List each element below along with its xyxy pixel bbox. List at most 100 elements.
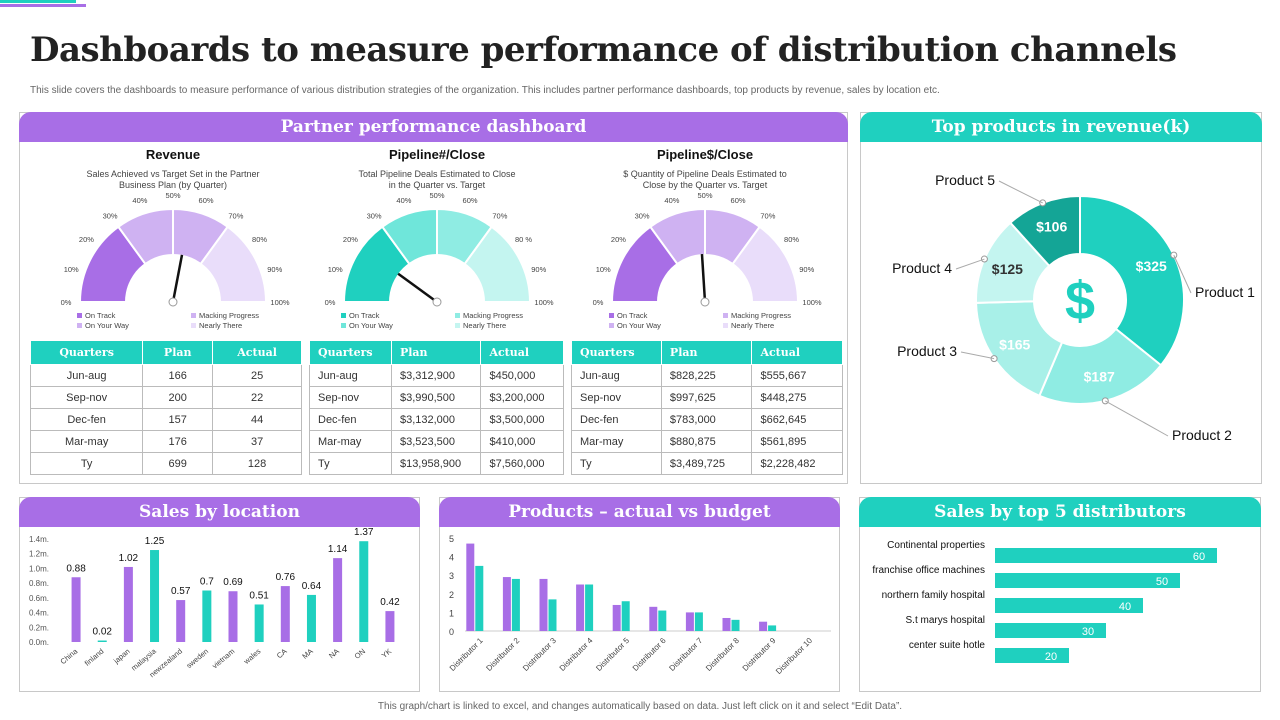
table-cell: $997,625 <box>660 386 753 409</box>
dollar-icon: $ <box>1065 271 1095 331</box>
location-bar <box>176 600 186 642</box>
gauge-pivot <box>700 297 710 307</box>
gauge-tick-label: 100% <box>270 298 290 307</box>
table-cell: Mar-may <box>29 430 144 453</box>
budget-bar-budget <box>768 625 777 631</box>
x-tick-label: sweden <box>185 647 211 671</box>
donut-category-label: Product 3 <box>897 343 957 359</box>
bar-value-label: 0.88 <box>66 563 86 574</box>
table-cell: 44 <box>212 408 302 431</box>
table-header-cell: Quarters <box>29 340 144 365</box>
donut-leader-line <box>960 351 995 360</box>
bar-value-label: 0.69 <box>223 577 243 588</box>
gauge-tick-label: 90% <box>267 265 282 274</box>
page-subtitle: This slide covers the dashboards to meas… <box>30 85 940 96</box>
bar-value-label: 30 <box>1082 626 1094 638</box>
table-cell: 166 <box>142 364 214 387</box>
budget-bar-actual <box>502 577 511 631</box>
table-cell: Ty <box>309 452 392 475</box>
bar-value-label: 0.76 <box>276 572 296 583</box>
gauge-legend-label: On Track <box>349 311 380 320</box>
table-cell: $3,990,500 <box>390 386 482 409</box>
table-cell: $561,895 <box>751 430 843 453</box>
gauge-legend-label: On Your Way <box>617 321 661 330</box>
table-cell: Jun-aug <box>309 364 392 387</box>
x-tick-label: Distributor 1 <box>448 636 485 673</box>
table-cell: 37 <box>212 430 302 453</box>
table-cell: $3,489,725 <box>660 452 753 475</box>
table-cell: $3,132,000 <box>390 408 482 431</box>
table-cell: Dec-fen <box>29 408 144 431</box>
donut-leader-line <box>955 258 985 270</box>
table-cell: 22 <box>212 386 302 409</box>
pipeline-count-table: Quarters Plan Actual Jun-aug $3,312,900 $450,… <box>309 340 564 475</box>
gauge-tick-label: 20% <box>611 235 626 244</box>
gauge-legend-label: Macking Progress <box>463 311 523 320</box>
x-tick-label: ON <box>353 647 367 661</box>
x-tick-label: Distributor 10 <box>774 636 814 676</box>
distributor-bar <box>995 623 1106 638</box>
y-tick-label: 3 <box>449 571 454 581</box>
distributor-bar <box>995 548 1217 563</box>
gauge-tick-label: 20% <box>79 235 94 244</box>
gauge-tick-label: 100% <box>802 298 822 307</box>
footer-note: This graph/chart is linked to excel, and… <box>377 701 903 712</box>
gauge-needle <box>171 254 184 303</box>
gauge-pivot <box>168 297 178 307</box>
table-cell: 699 <box>142 452 214 475</box>
budget-bar-actual <box>576 584 585 631</box>
table-header-cell: Quarters <box>309 340 392 365</box>
gauge-legend-label: On Your Way <box>349 321 393 330</box>
sales-location-chart: 0.0m. 0.2m. 0.4m. 0.6m. 0.8m. 1.0m. 1.2m. 1.4m.… <box>29 527 400 679</box>
table-cell: $880,875 <box>660 430 753 453</box>
partner-performance-header: Partner performance dashboard <box>19 112 848 142</box>
gauge-legend-label: On Track <box>617 311 648 320</box>
table-row: Ty $3,489,725 $2,228,482 <box>571 452 843 475</box>
gauge-legend-swatch <box>77 323 82 328</box>
table-header-cell: Plan <box>660 340 753 365</box>
y-tick-label: 5 <box>449 534 454 544</box>
distributor-label: northern family hospital <box>882 590 985 601</box>
table-header-cell: Plan <box>390 340 482 365</box>
budget-bar-budget <box>475 565 484 631</box>
location-bar <box>359 541 369 642</box>
x-tick-label: Distributor 7 <box>667 636 704 673</box>
gauge-legend-label: Macking Progress <box>199 311 259 320</box>
table-cell: Jun-aug <box>571 364 662 387</box>
sales-location-panel <box>19 497 420 692</box>
location-bar <box>150 550 160 642</box>
table-row: Mar-may $3,523,500 $410,000 <box>309 430 564 453</box>
gauge-title: Pipeline$/Close <box>657 147 753 162</box>
table-row: Jun-aug $828,225 $555,667 <box>571 364 843 387</box>
accent-bar-purple <box>0 4 86 7</box>
donut-value-label: $125 <box>992 261 1023 277</box>
gauge-description: in the Quarter vs. Target <box>389 180 486 190</box>
bar-value-label: 0.51 <box>249 590 269 601</box>
budget-bar-actual <box>539 578 548 631</box>
distributor-bar <box>995 648 1069 663</box>
gauge-center <box>125 254 221 302</box>
table-cell: $450,000 <box>480 364 564 387</box>
budget-bar-budget <box>621 601 630 631</box>
y-tick-label: 1 <box>449 608 454 618</box>
gauge-tick-label: 60% <box>199 196 214 205</box>
x-tick-label: Distributor 4 <box>558 636 595 673</box>
table-cell: 200 <box>142 386 214 409</box>
gauge-tick-label: 0% <box>593 298 604 307</box>
products-budget-header: Products – actual vs budget <box>439 497 840 527</box>
gauge-legend-swatch <box>609 313 614 318</box>
location-bar <box>280 586 290 642</box>
gauge-tick-label: 10% <box>596 265 611 274</box>
bar-value-label: 1.25 <box>145 536 165 547</box>
gauge-legend-swatch <box>723 323 728 328</box>
donut-value-label: $165 <box>999 337 1030 353</box>
donut-hole <box>1034 254 1126 346</box>
x-tick-label: Distributor 6 <box>631 636 668 673</box>
gauge-tick-label: 20% <box>343 235 358 244</box>
distributor-label: S.t marys hospital <box>906 615 985 626</box>
table-row: Jun-aug $3,312,900 $450,000 <box>309 364 564 387</box>
location-bar <box>385 611 395 642</box>
top-products-header: Top products in revenue(k) <box>860 112 1262 142</box>
gauge-description: Sales Achieved vs Target Set in the Part… <box>87 169 260 179</box>
gauge-tick-label: 30% <box>635 211 650 220</box>
